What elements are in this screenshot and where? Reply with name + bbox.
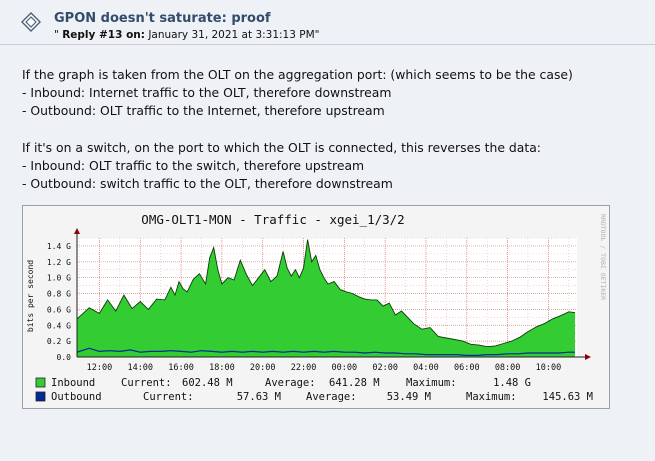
- x-tick-label: 22:00: [291, 363, 317, 373]
- x-tick-label: 12:00: [87, 363, 113, 373]
- legend-outbound-maximum: 145.63 M: [542, 391, 593, 403]
- post-header: GPON doesn't saturate: proof " Reply #13…: [0, 0, 655, 45]
- body-line: If it's on a switch, on the port to whic…: [22, 139, 541, 155]
- legend-inbound-current: 602.48 M: [182, 377, 233, 389]
- x-tick-label: 10:00: [536, 363, 562, 373]
- legend-maximum-label: Maximum:: [406, 377, 457, 389]
- body-line: - Inbound: OLT traffic to the switch, th…: [22, 157, 365, 173]
- y-axis-label: bits per second: [26, 260, 35, 332]
- y-tick-label: 1.2 G: [47, 258, 71, 267]
- topic-icon: [21, 12, 41, 32]
- legend-swatch-inbound: [35, 377, 46, 388]
- legend-swatch-outbound: [35, 391, 46, 402]
- rrdtool-credit: RRDTOOL / TOBI OETIKER: [599, 214, 607, 300]
- body-line: - Inbound: Internet traffic to the OLT, …: [22, 85, 392, 101]
- legend-name-outbound: Outbound: [51, 391, 102, 403]
- legend-average-label: Average:: [265, 377, 316, 389]
- chart-title: OMG-OLT1-MON - Traffic - xgei_1/3/2: [141, 212, 404, 227]
- inbound-outline: [76, 239, 576, 348]
- legend-maximum-label: Maximum:: [466, 391, 517, 403]
- traffic-graph-image: OMG-OLT1-MON - Traffic - xgei_1/3/2 RRDT…: [22, 205, 610, 409]
- post-body: If the graph is taken from the OLT on th…: [22, 66, 642, 193]
- x-tick-label: 14:00: [127, 363, 153, 373]
- legend-average-label: Average:: [306, 391, 357, 403]
- y-tick-label: 0.2 G: [47, 337, 71, 346]
- legend-inbound-maximum: 1.48 G: [493, 377, 531, 389]
- x-tick-label: 16:00: [168, 363, 194, 373]
- y-tick-label: 1.0 G: [47, 274, 71, 283]
- x-tick-label: 20:00: [250, 363, 276, 373]
- y-tick-label: 0.8 G: [47, 290, 71, 299]
- chart-legend: Inbound Current: 602.48 M Average: 641.2…: [35, 377, 593, 403]
- y-axis-arrow: [74, 228, 80, 234]
- body-line: If the graph is taken from the OLT on th…: [22, 67, 573, 82]
- traffic-chart: OMG-OLT1-MON - Traffic - xgei_1/3/2 RRDT…: [26, 212, 607, 403]
- legend-current-label: Current:: [121, 377, 172, 389]
- reply-info: " Reply #13 on: January 31, 2021 at 3:31…: [54, 29, 319, 41]
- body-line: - Outbound: OLT traffic to the Internet,…: [22, 103, 385, 119]
- reply-quote-mark: ": [54, 29, 59, 41]
- legend-inbound-average: 641.28 M: [329, 377, 380, 389]
- plot-area: 1.4 G 1.2 G 1.0 G 0.8 G 0.6 G 0.4 G 0.2 G 0.0 12…: [47, 228, 591, 373]
- y-tick-label: 0.0: [57, 353, 72, 362]
- post-title[interactable]: GPON doesn't saturate: proof: [54, 11, 271, 26]
- x-tick-label: 18:00: [209, 363, 235, 373]
- x-tick-label: 02:00: [372, 363, 398, 373]
- reply-label[interactable]: Reply #13 on:: [62, 29, 145, 41]
- outbound-line: [76, 347, 575, 356]
- body-line: - Outbound: switch traffic to the OLT, t…: [22, 176, 393, 192]
- x-tick-label: 08:00: [495, 363, 521, 373]
- legend-outbound-current: 57.63 M: [237, 391, 281, 403]
- x-axis-arrow: [585, 354, 591, 360]
- y-tick-label: 0.4 G: [47, 321, 71, 330]
- x-tick-label: 04:00: [413, 363, 439, 373]
- inbound-area: [77, 239, 575, 357]
- legend-current-label: Current:: [143, 391, 194, 403]
- y-tick-label: 1.4 G: [47, 242, 71, 251]
- legend-name-inbound: Inbound: [51, 377, 95, 389]
- legend-outbound-average: 53.49 M: [387, 391, 431, 403]
- x-tick-label: 06:00: [454, 363, 480, 373]
- x-tick-label: 00:00: [332, 363, 358, 373]
- y-tick-label: 0.6 G: [47, 305, 71, 314]
- reply-date: January 31, 2021 at 3:31:13 PM": [148, 29, 320, 41]
